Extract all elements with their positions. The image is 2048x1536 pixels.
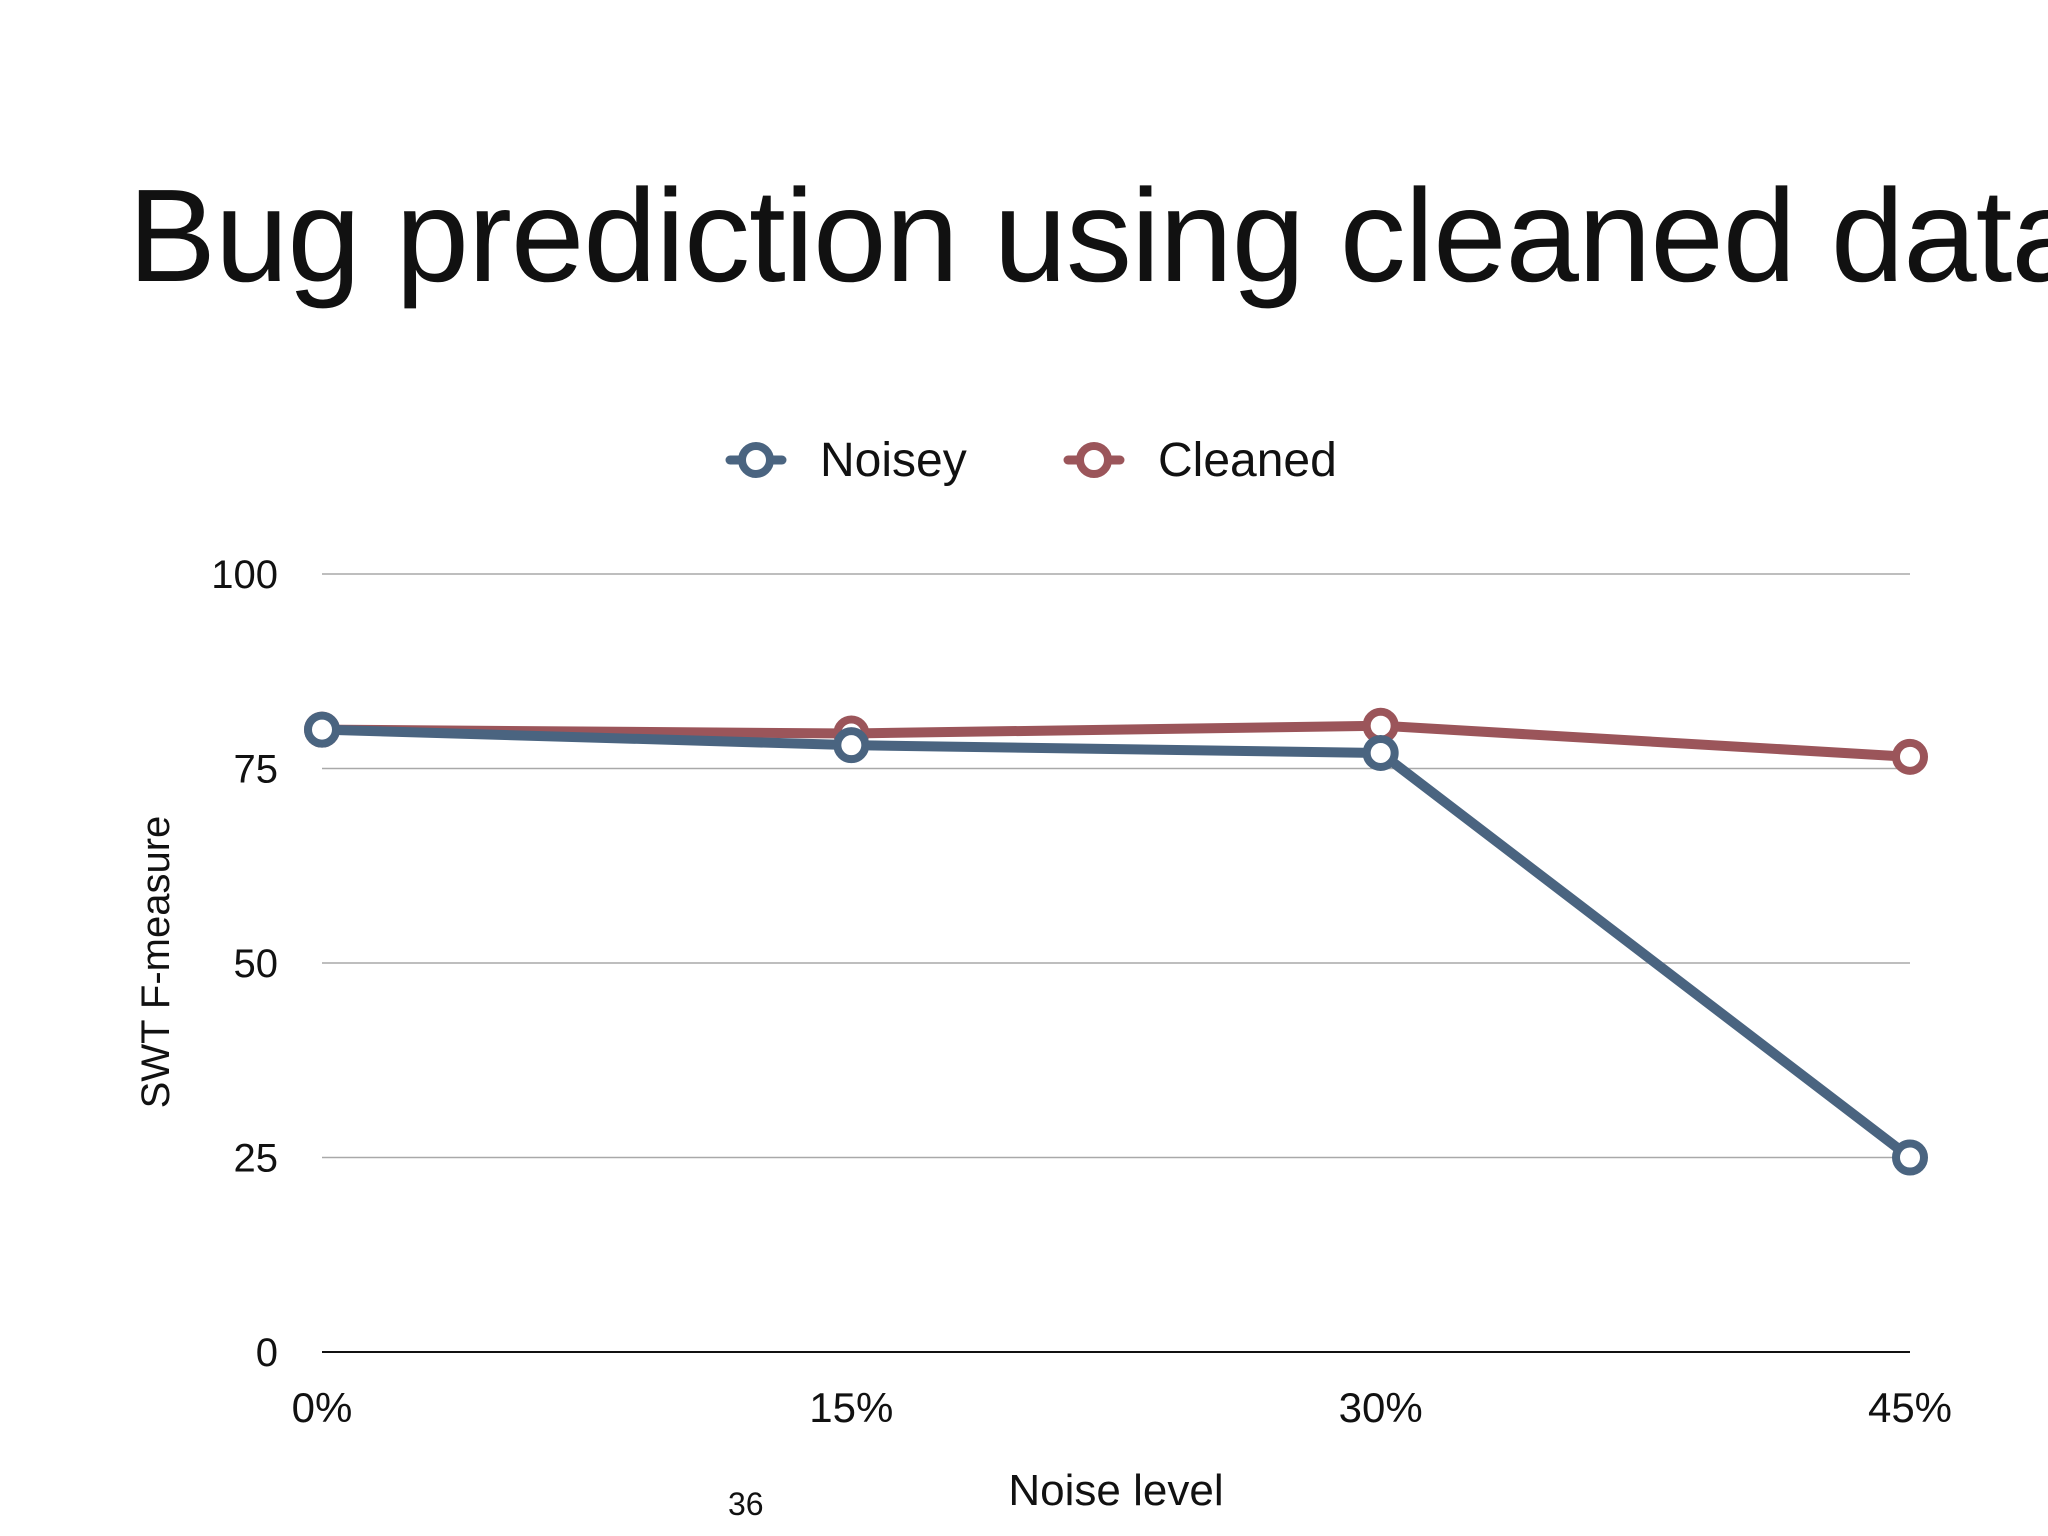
series bbox=[304, 707, 1928, 1176]
y-tick-label: 75 bbox=[234, 748, 279, 792]
series-line-noisey bbox=[317, 724, 1915, 1163]
x-axis-label: Noise level bbox=[1008, 1466, 1223, 1515]
data-point-cleaned-3 bbox=[1892, 738, 1928, 775]
y-tick-label: 25 bbox=[234, 1137, 279, 1181]
slide-title: Bug prediction using cleaned data bbox=[128, 162, 2048, 309]
page-number: 36 bbox=[728, 1486, 764, 1522]
x-tick-label: 15% bbox=[809, 1384, 893, 1431]
legend-label-noisey: Noisey bbox=[820, 434, 967, 487]
y-tick-label: 100 bbox=[211, 553, 278, 597]
legend-marker-cleaned bbox=[1076, 442, 1112, 478]
legend-label-cleaned: Cleaned bbox=[1158, 434, 1337, 487]
x-tick-label: 45% bbox=[1868, 1384, 1952, 1431]
y-axis-label: SWT F-measure bbox=[134, 816, 178, 1109]
y-tick-label: 0 bbox=[256, 1331, 278, 1375]
legend-marker-noisey bbox=[738, 442, 774, 478]
axes: 0 25 50 75 100 0% 15% 30% 45% Noise level SWT F-me… bbox=[134, 553, 1952, 1515]
data-point-noisey-0 bbox=[304, 711, 340, 748]
data-point-noisey-3 bbox=[1892, 1139, 1928, 1176]
data-point-noisey-2 bbox=[1362, 734, 1399, 771]
legend: Noisey Cleaned bbox=[725, 434, 1337, 487]
data-point-noisey-1 bbox=[833, 727, 870, 764]
y-tick-label: 50 bbox=[234, 942, 279, 986]
gridlines bbox=[322, 573, 1910, 1353]
x-tick-label: 30% bbox=[1339, 1384, 1423, 1431]
x-tick-label: 0% bbox=[292, 1384, 353, 1431]
series-line-cleaned bbox=[317, 720, 1915, 762]
